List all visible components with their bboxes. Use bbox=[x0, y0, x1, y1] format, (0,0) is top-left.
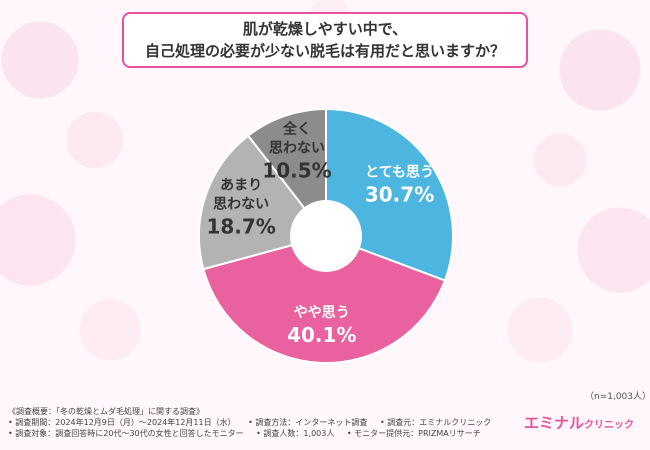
slice-value-label: 18.7% bbox=[206, 215, 275, 239]
footer-row-2: • 調査期間：2024年12月9日（月）〜2024年12月11日（水） • 調査… bbox=[8, 417, 528, 428]
slice-category-label: やや思う bbox=[294, 305, 350, 321]
logo-sub-text: クリニック bbox=[584, 420, 635, 431]
slice-value-label: 30.7% bbox=[365, 182, 434, 206]
donut-hole bbox=[290, 200, 362, 272]
survey-footer: 《調査概要：「冬の乾燥とムダ毛処理」に関する調査》 • 調査期間：2024年12… bbox=[8, 406, 528, 439]
slice-value-label: 40.1% bbox=[287, 323, 356, 347]
question-title-box: 肌が乾燥しやすい中で、 自己処理の必要が少ない脱毛は有用だと思いますか？ bbox=[122, 12, 528, 68]
question-title-line-1: 肌が乾燥しやすい中で、 bbox=[242, 20, 408, 38]
slice-value-label: 10.5% bbox=[262, 158, 331, 182]
slice-category-label: 全く bbox=[282, 120, 311, 137]
pie-slice bbox=[246, 107, 327, 239]
logo-main-text: エミナル bbox=[524, 414, 585, 432]
footer-item: • 調査方法：インターネット調査 bbox=[248, 418, 368, 427]
footer-item: • モニター提供元：PRIZMAリサーチ bbox=[346, 429, 481, 438]
footer-row-1: 《調査概要：「冬の乾燥とムダ毛処理」に関する調査》 bbox=[8, 406, 528, 417]
footer-item: 《調査概要：「冬の乾燥とムダ毛処理」に関する調査》 bbox=[8, 407, 204, 416]
question-title-line-2: 自己処理の必要が少ない脱毛は有用だと思いますか？ bbox=[144, 42, 505, 60]
slice-category-label: 思わない bbox=[213, 197, 269, 213]
footer-row-3: • 調査対象：調査回答時に20代〜30代の女性と回答したモニター • 調査人数：… bbox=[8, 428, 528, 439]
pie-slice bbox=[202, 234, 447, 364]
sample-size: （n=1,003人） bbox=[585, 392, 650, 402]
slice-category-label: 思わない bbox=[269, 140, 325, 156]
slice-category-label: あまり bbox=[220, 178, 262, 194]
footer-item: • 調査人数：1,003人 bbox=[256, 429, 335, 438]
clinic-logo: エミナルクリニック bbox=[524, 412, 634, 433]
footer-item: • 調査元：エミナルクリニック bbox=[379, 418, 492, 427]
footer-item: • 調査対象：調査回答時に20代〜30代の女性と回答したモニター bbox=[8, 429, 244, 438]
footer-item: • 調査期間：2024年12月9日（月）〜2024年12月11日（水） bbox=[8, 418, 236, 427]
slice-category-label: とても思う bbox=[365, 164, 434, 180]
